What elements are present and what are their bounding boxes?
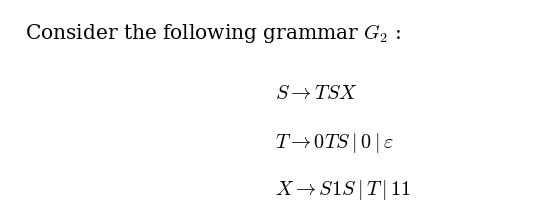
Text: $T \rightarrow 0TS \mid 0 \mid \varepsilon$: $T \rightarrow 0TS \mid 0 \mid \varepsil…: [275, 131, 394, 155]
Text: $X \rightarrow S1S \mid T \mid 11$: $X \rightarrow S1S \mid T \mid 11$: [275, 178, 411, 202]
Text: Consider the following grammar $G_2$ :: Consider the following grammar $G_2$ :: [25, 22, 400, 45]
Text: $S \rightarrow TSX$: $S \rightarrow TSX$: [275, 84, 358, 103]
